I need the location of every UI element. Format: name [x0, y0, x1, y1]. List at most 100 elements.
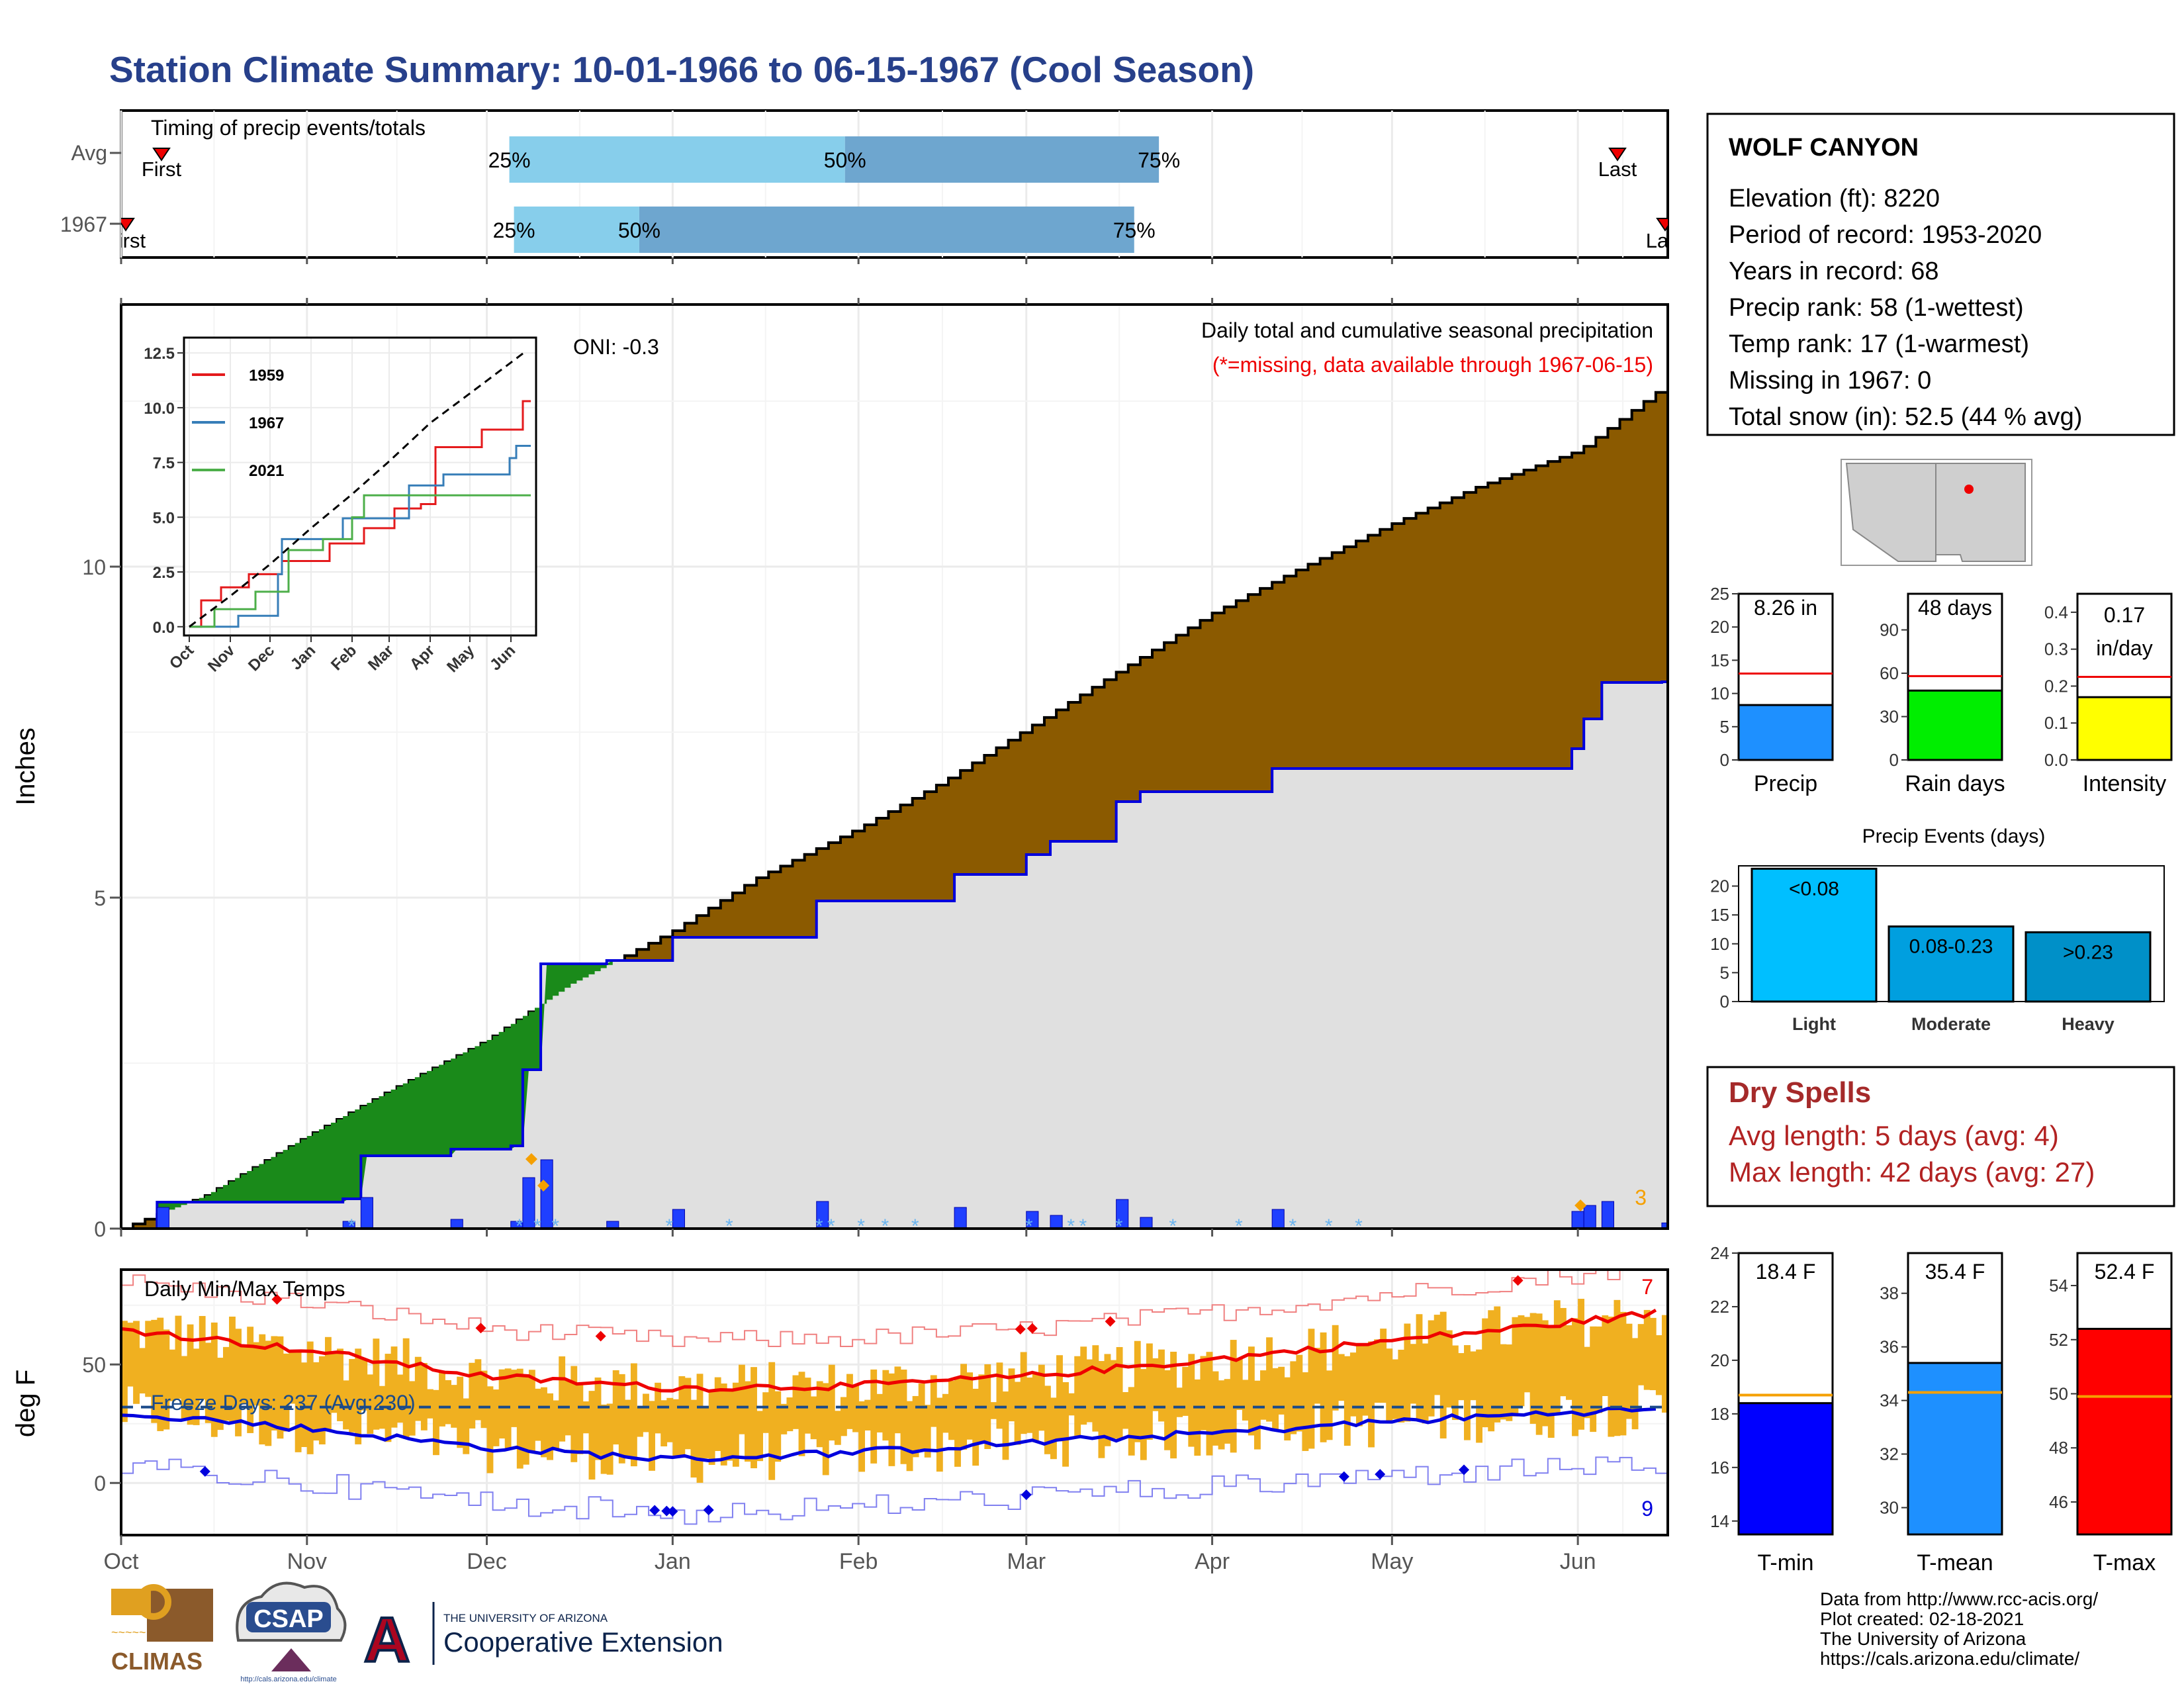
month-axis: Oct Nov Dec Jan Feb Mar Apr May Jun — [104, 258, 1596, 1574]
events-title: Precip Events (days) — [1862, 825, 2046, 847]
daily-temp-bar — [163, 1329, 170, 1430]
daily-temp-bar — [1020, 1352, 1027, 1434]
inset-lines — [189, 350, 531, 628]
daily-temp-bar — [535, 1388, 541, 1441]
events-bar — [1888, 925, 2015, 1003]
climas-logo-block2 — [111, 1589, 151, 1615]
ua-a-mark: A — [364, 1605, 410, 1675]
daily-temp-bar — [1062, 1382, 1069, 1467]
stat-bar-tick-label: 0.1 — [2044, 713, 2068, 733]
daily-temp-bar — [1416, 1314, 1423, 1421]
daily-temp-bar — [1457, 1353, 1465, 1401]
daily-temp-bar — [504, 1368, 512, 1450]
daily-temp-bar — [355, 1348, 362, 1444]
daily-temp-bar — [672, 1399, 680, 1458]
temp-stat-value-label: 52.4 F — [2095, 1260, 2155, 1284]
daily-temp-bar — [840, 1397, 847, 1436]
inset-legend-label: 2021 — [249, 462, 284, 480]
record-max-line — [121, 1270, 1621, 1347]
daily-temp-bar — [295, 1352, 302, 1452]
daily-temp-bar — [996, 1362, 1003, 1429]
daily-temp-bar — [870, 1369, 878, 1464]
snow-marker: * — [533, 1215, 541, 1237]
temp-stat-value-label: 35.4 F — [1925, 1260, 1985, 1284]
temp-stat-value-bar — [1737, 1402, 1834, 1536]
daily-temp-bar — [486, 1386, 494, 1474]
daily-temp-bar — [439, 1372, 445, 1427]
precip-y-axis: 0 5 10 — [82, 555, 121, 1241]
inset-y-tick-label: 7.5 — [153, 455, 175, 473]
events-bar — [2025, 931, 2152, 1003]
month-tick-label: May — [1371, 1549, 1413, 1574]
temp-panel: Daily Min/Max Temps Freeze Days: 237 (Av… — [11, 258, 1669, 1574]
temp-title: Daily Min/Max Temps — [144, 1277, 345, 1301]
daily-precip-bar — [1661, 1222, 1668, 1229]
daily-temp-bar — [1242, 1380, 1249, 1421]
stat-bar-tick-label: 60 — [1880, 663, 1899, 683]
daily-precip-bar — [540, 1159, 553, 1229]
daily-temp-bar — [1608, 1316, 1615, 1437]
precip-panel: * * * * * * * * * * * * * * * * * * * * Daily total and cum… — [11, 303, 1669, 1241]
above-average-area — [157, 961, 619, 1215]
daily-temp-bar — [1572, 1318, 1578, 1436]
events-bar-label: >0.23 — [2063, 941, 2113, 963]
daily-temp-bar — [1439, 1311, 1447, 1439]
record-low-marker — [1459, 1464, 1470, 1476]
daily-precip-bar — [1026, 1211, 1039, 1229]
year-last-label: Last — [1646, 229, 1685, 252]
daily-temp-bar — [1464, 1345, 1471, 1440]
daily-temp-bar — [259, 1334, 266, 1445]
daily-temp-bar — [1349, 1352, 1357, 1417]
daily-temp-bar — [594, 1377, 602, 1460]
stat-bar-tick-label: 0.2 — [2044, 676, 2068, 696]
month-tick-label: Mar — [1007, 1549, 1046, 1574]
daily-temp-bar — [1260, 1370, 1267, 1420]
daily-temp-bar — [702, 1407, 709, 1459]
snow-marker: * — [1235, 1215, 1243, 1237]
daily-temp-bar — [522, 1375, 529, 1465]
daily-temp-bar — [1152, 1358, 1159, 1411]
daily-temp-bar — [385, 1354, 392, 1442]
ua-small-text: THE UNIVERSITY OF ARIZONA — [443, 1612, 608, 1624]
daily-temp-bar — [300, 1362, 308, 1447]
daily-temp-bar — [1272, 1368, 1279, 1430]
snow-markers: * * * * * * * * * * * * * * * * * * * * — [347, 1215, 1363, 1237]
inset-legend-label: 1959 — [249, 367, 284, 385]
dry-spells-frame — [1706, 1066, 2175, 1207]
station-frame — [1706, 113, 2175, 436]
daily-temp-bar — [367, 1374, 374, 1434]
inset-average-line — [189, 350, 527, 628]
daily-temp-bar — [918, 1383, 925, 1449]
daily-temp-bar — [1500, 1344, 1507, 1420]
min-record-count: 9 — [1641, 1497, 1653, 1521]
daily-temp-bar — [1422, 1343, 1429, 1424]
daily-temp-bar — [1547, 1327, 1555, 1438]
daily-temp-bar — [175, 1315, 182, 1399]
daily-temp-bar — [1535, 1313, 1543, 1435]
events-category-label: Heavy — [2062, 1014, 2115, 1034]
record-high-marker — [595, 1331, 606, 1342]
daily-temp-bar — [678, 1376, 686, 1458]
stat-bar-tick-label: 0.0 — [2044, 750, 2068, 770]
daily-temp-bar — [396, 1374, 404, 1423]
daily-temp-bar — [1050, 1397, 1057, 1460]
daily-temp-bar — [1404, 1323, 1411, 1422]
daily-temp-bar — [1326, 1370, 1333, 1440]
daily-temp-bar — [780, 1403, 788, 1434]
record-low-marker — [661, 1505, 672, 1517]
daily-precip-bar — [1583, 1205, 1596, 1229]
stat-bar-value-label: 48 days — [1918, 596, 1992, 620]
record-high-marker — [1026, 1323, 1038, 1334]
daily-precip-bar — [342, 1221, 355, 1229]
climas-logo-text: CLIMAS — [111, 1648, 203, 1675]
inset-y-tick-label: 2.5 — [153, 564, 175, 582]
page-title: Station Climate Summary: 10-01-1966 to 0… — [109, 49, 1254, 90]
daily-temp-bar — [1290, 1361, 1297, 1434]
daily-temp-bar — [984, 1364, 991, 1450]
csap-mountain — [271, 1648, 311, 1671]
daily-precip-bar — [816, 1201, 829, 1229]
climas-logo: ~~~~~ CLIMAS — [111, 1584, 213, 1675]
daily-temp-bar — [708, 1389, 715, 1465]
daily-temp-bar — [1056, 1355, 1063, 1442]
daily-temp-bar — [637, 1407, 643, 1437]
